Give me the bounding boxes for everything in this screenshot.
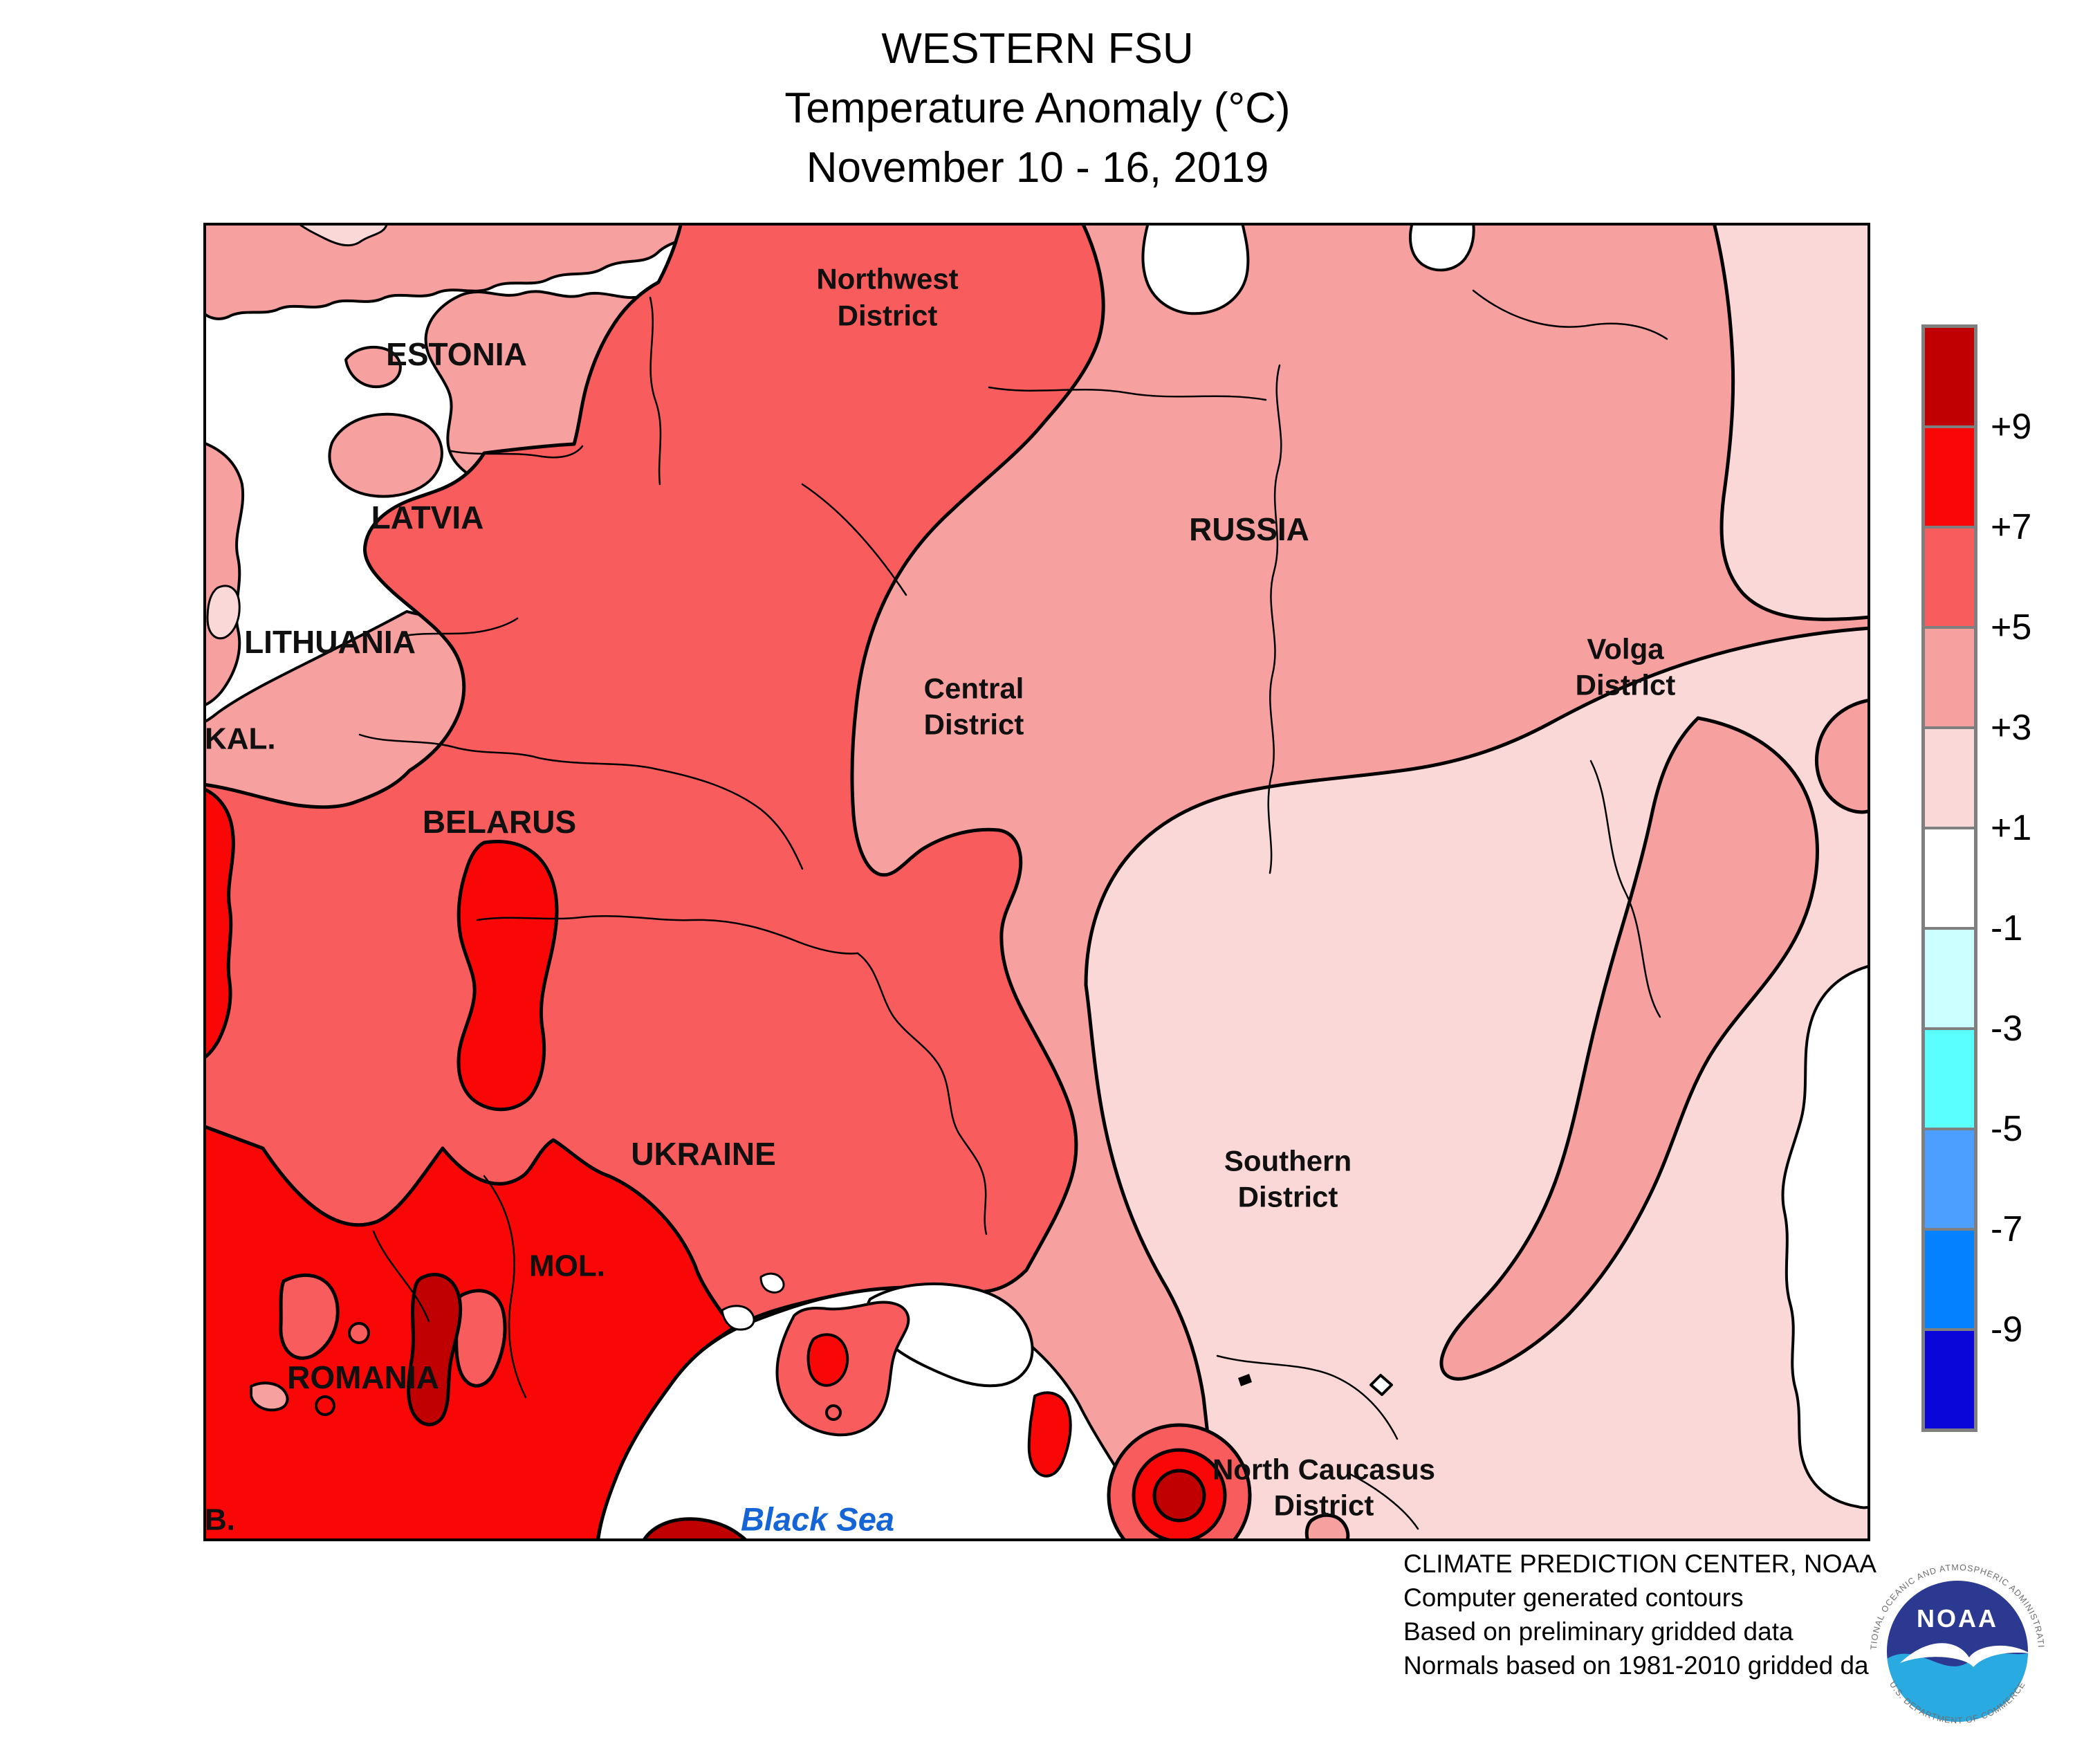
attribution-line: Based on preliminary gridded data bbox=[1403, 1617, 1793, 1646]
legend-label--3: -3 bbox=[1991, 1009, 2023, 1049]
map-label-nc-district-1: North Caucasus bbox=[1212, 1453, 1435, 1486]
sweden-pale-patch bbox=[206, 585, 241, 640]
map-frame bbox=[203, 223, 1870, 1541]
map-label-b: B. bbox=[205, 1503, 235, 1537]
island-hiiumaa bbox=[344, 346, 402, 389]
title-variable: Temperature Anomaly (°C) bbox=[784, 84, 1291, 132]
legend-label--9: -9 bbox=[1991, 1310, 2023, 1350]
legend-label-+5: +5 bbox=[1991, 607, 2032, 647]
lake-onega bbox=[1408, 223, 1475, 272]
band-5-7-hole bbox=[348, 1322, 370, 1344]
lake-diamond bbox=[1370, 1374, 1393, 1396]
legend-label-+9: +9 bbox=[1991, 407, 2032, 447]
map-label-latvia: LATVIA bbox=[371, 499, 484, 535]
legend-label-+1: +1 bbox=[1991, 808, 2032, 848]
band-5-7-hole bbox=[279, 1273, 340, 1360]
lake-mark bbox=[1238, 1374, 1252, 1386]
band-gt9-kidney bbox=[407, 1273, 463, 1426]
map-label-volga-district-2: District bbox=[1576, 669, 1676, 701]
legend-cell-0 bbox=[1924, 327, 1975, 427]
legend-cell-1 bbox=[1924, 427, 1975, 527]
map-label-russia: RUSSIA bbox=[1189, 511, 1309, 547]
legend-cell-6 bbox=[1924, 928, 1975, 1029]
legend-cell-9 bbox=[1924, 1229, 1975, 1330]
land-finland-strip bbox=[203, 223, 701, 320]
legend-cell-4 bbox=[1924, 728, 1975, 828]
map-label-central-district-1: Central bbox=[924, 672, 1024, 705]
band-3-5-right-blob bbox=[1815, 698, 1870, 814]
map-label-romania: ROMANIA bbox=[287, 1359, 439, 1395]
anomaly-map: Northwest District ESTONIA LATVIA LITHUANIA K… bbox=[203, 223, 1870, 1541]
map-label-belarus: BELARUS bbox=[423, 804, 576, 840]
map-label-lithuania: LITHUANIA bbox=[244, 624, 416, 660]
legend-cell-5 bbox=[1924, 828, 1975, 928]
map-label-southern-district-1: Southern bbox=[1224, 1145, 1352, 1177]
map-labels: Northwest District ESTONIA LATVIA LITHUANIA K… bbox=[205, 263, 1675, 1538]
map-label-volga-district-1: Volga bbox=[1587, 633, 1664, 665]
land-sweden-strip bbox=[203, 441, 245, 707]
band-7-9-dot bbox=[315, 1395, 335, 1416]
map-title: WESTERN FSU Temperature Anomaly (°C) Nov… bbox=[0, 19, 2075, 198]
band-7-9-left-strip bbox=[203, 787, 235, 1060]
title-daterange: November 10 - 16, 2019 bbox=[806, 144, 1269, 192]
legend-cell-8 bbox=[1924, 1129, 1975, 1229]
logo-gull-icon bbox=[1900, 1643, 2028, 1667]
title-region: WESTERN FSU bbox=[881, 25, 1194, 73]
band-1-3-ne bbox=[1712, 223, 1870, 621]
district-borders bbox=[358, 289, 1668, 1530]
legend-cell-3 bbox=[1924, 627, 1975, 728]
legend-label--1: -1 bbox=[1991, 908, 2023, 948]
map-label-kal: KAL. bbox=[205, 722, 276, 756]
legend-label--7: -7 bbox=[1991, 1209, 2023, 1249]
band-3-5-caucasus-blob bbox=[1304, 1513, 1350, 1541]
logo-emblem bbox=[1887, 1581, 2028, 1722]
map-label-southern-district-2: District bbox=[1238, 1181, 1338, 1213]
band-3-5-corridor bbox=[1439, 716, 1819, 1381]
legend-label--5: -5 bbox=[1991, 1109, 2023, 1149]
finland-pale-patch bbox=[296, 223, 389, 247]
map-label-estonia: ESTONIA bbox=[386, 336, 527, 372]
map-label-black-sea: Black Sea bbox=[741, 1501, 894, 1538]
attribution: CLIMATE PREDICTION CENTER, NOAA Computer… bbox=[1403, 1547, 1890, 1682]
legend-color-bar bbox=[1921, 324, 1977, 1432]
lake-ladoga bbox=[1141, 223, 1250, 315]
map-label-nc-district-2: District bbox=[1274, 1489, 1374, 1522]
noaa-logo: NOAA NATIONAL OCEANIC AND ATMOSPHERIC AD… bbox=[1861, 1550, 2051, 1745]
sea-lagoon bbox=[759, 1272, 785, 1294]
band-7-9-kuban bbox=[1027, 1391, 1072, 1478]
attribution-line: CLIMATE PREDICTION CENTER, NOAA bbox=[1403, 1550, 1876, 1578]
band-7-9-belarus bbox=[456, 840, 559, 1112]
attribution-line: Normals based on 1981-2010 gridded data bbox=[1403, 1651, 1890, 1680]
attribution-line: Computer generated contours bbox=[1403, 1583, 1744, 1612]
sea-lagoon bbox=[721, 1305, 755, 1331]
island-saaremaa bbox=[328, 412, 443, 498]
legend-cell-10 bbox=[1924, 1330, 1975, 1430]
legend-label-+7: +7 bbox=[1991, 507, 2032, 547]
map-label-central-district-2: District bbox=[924, 708, 1024, 741]
crimea-dot bbox=[825, 1404, 842, 1421]
map-label-northwest-district-2: District bbox=[838, 300, 938, 332]
sea-caspian bbox=[1781, 964, 1870, 1509]
band-7-9-crimea bbox=[806, 1333, 849, 1387]
legend-cell-2 bbox=[1924, 527, 1975, 627]
map-label-northwest-district-1: Northwest bbox=[816, 263, 958, 295]
map-label-mol: MOL. bbox=[529, 1249, 605, 1283]
band-3-5-patch bbox=[250, 1381, 289, 1412]
legend-cell-7 bbox=[1924, 1029, 1975, 1129]
legend-label-+3: +3 bbox=[1991, 708, 2032, 748]
logo-acronym: NOAA bbox=[1917, 1604, 1998, 1633]
bullseye-center-gt9 bbox=[1152, 1469, 1206, 1523]
map-label-ukraine: UKRAINE bbox=[631, 1136, 776, 1172]
